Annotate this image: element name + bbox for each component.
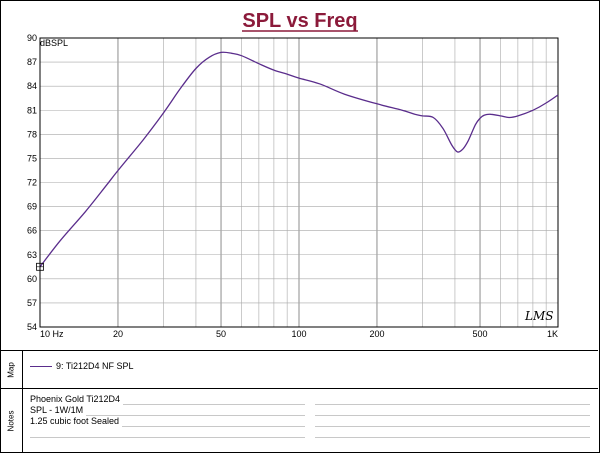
- y-tick-label: 90: [27, 33, 37, 43]
- note-row: [30, 427, 595, 438]
- y-tick-label: 75: [27, 153, 37, 163]
- y-tick-label: 72: [27, 178, 37, 188]
- x-tick-label: 1K: [547, 329, 558, 339]
- x-tick-label: 500: [473, 329, 488, 339]
- x-tick-label: 10 Hz: [40, 329, 64, 339]
- x-tick-label: 100: [291, 329, 306, 339]
- note-line-3: 1.25 cubic foot Sealed: [30, 416, 123, 427]
- spl-chart: SPL vs Freq dBSPL 54 57 60 63 66 69 72 75 78 81 84…: [27, 10, 559, 339]
- note-row: Phoenix Gold Ti212D4: [30, 394, 595, 405]
- y-tick-label: 66: [27, 226, 37, 236]
- legend-entry: 9: Ti212D4 NF SPL: [56, 361, 134, 371]
- x-tick-label: 20: [113, 329, 123, 339]
- note-row: 1.25 cubic foot Sealed: [30, 416, 595, 427]
- map-side-label: Map: [0, 351, 23, 389]
- map-panel: Map 9: Ti212D4 NF SPL: [0, 350, 598, 389]
- note-line-2: SPL - 1W/1M: [30, 405, 87, 416]
- plot-frame: [39, 37, 559, 328]
- series-line-ti212d4-nf-spl: [39, 51, 559, 268]
- notes-panel: Notes Phoenix Gold Ti212D4 SPL - 1W/1M 1…: [0, 388, 598, 452]
- note-line-1: Phoenix Gold Ti212D4: [30, 394, 124, 405]
- y-tick-label: 54: [27, 322, 37, 332]
- chart-title: SPL vs Freq: [242, 10, 357, 32]
- chart-grid: [40, 38, 558, 327]
- y-tick-label: 78: [27, 129, 37, 139]
- y-tick-label: 81: [27, 105, 37, 115]
- note-row: SPL - 1W/1M: [30, 405, 595, 416]
- x-axis-ticks: 10 Hz 20 50 100 200 500 1K: [40, 329, 558, 339]
- x-tick-label: 200: [369, 329, 384, 339]
- y-tick-label: 84: [27, 81, 37, 91]
- lms-logo: LMS: [524, 309, 553, 323]
- x-tick-label: 50: [216, 329, 226, 339]
- y-axis-label: dBSPL: [40, 38, 68, 48]
- y-tick-label: 87: [27, 57, 37, 67]
- cursor-marker: [36, 262, 44, 271]
- legend-swatch: [30, 365, 52, 367]
- y-tick-label: 60: [27, 274, 37, 284]
- y-tick-label: 69: [27, 202, 37, 212]
- y-tick-label: 57: [27, 298, 37, 308]
- y-axis-ticks: 54 57 60 63 66 69 72 75 78 81 84 87 90: [27, 33, 37, 332]
- notes-side-label: Notes: [0, 389, 23, 452]
- y-tick-label: 63: [27, 250, 37, 260]
- notes-label: Notes: [6, 410, 16, 431]
- legend: 9: Ti212D4 NF SPL: [30, 361, 134, 371]
- map-label: Map: [6, 362, 16, 378]
- notes-lines: Phoenix Gold Ti212D4 SPL - 1W/1M 1.25 cu…: [30, 394, 595, 438]
